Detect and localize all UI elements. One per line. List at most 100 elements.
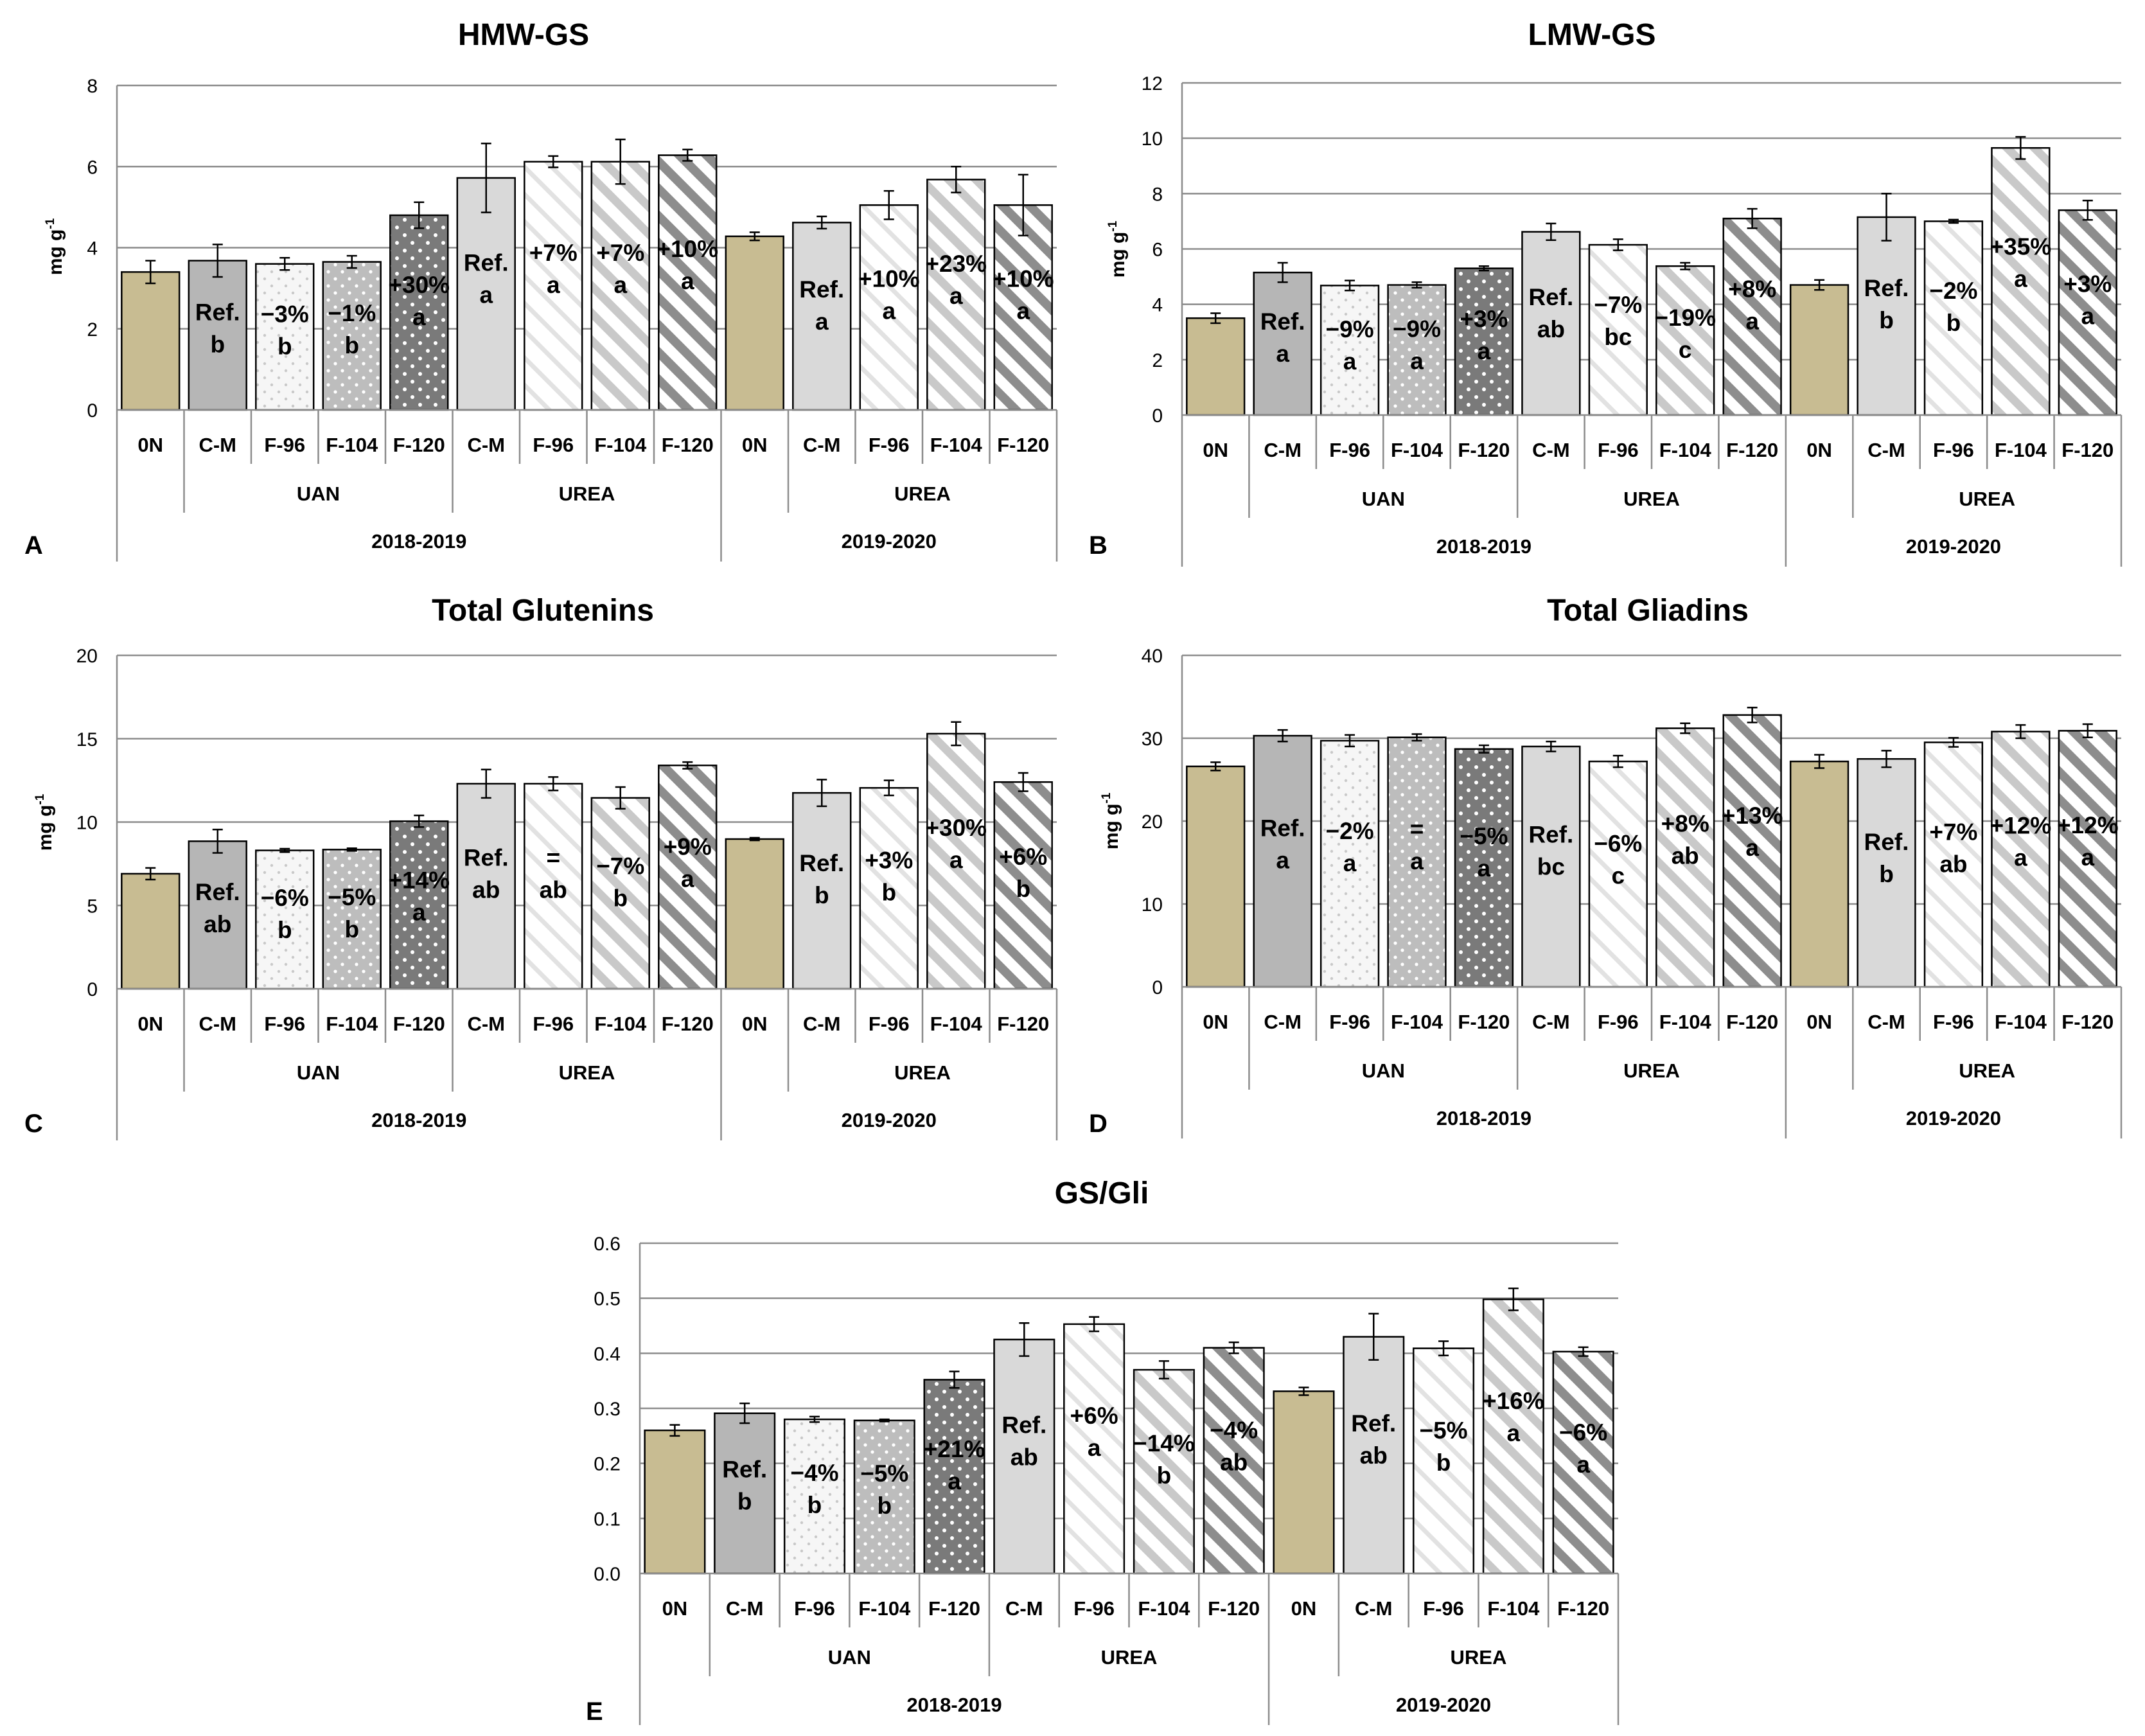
bar-annotation-change: +3% [865,847,913,873]
x-category-label: F-104 [1995,439,2047,461]
x-category-label: F-120 [1726,439,1778,461]
x-category-label: F-104 [930,434,983,456]
bar-annotation-change: Ref. [799,276,844,303]
bar-annotation-change: −5% [860,1460,908,1487]
x-category-label: F-120 [1458,1011,1510,1033]
bar [792,222,852,411]
bar [1789,760,1849,988]
bar-annotation-letter: b [1157,1462,1172,1489]
x-category-label: C-M [199,1013,236,1035]
y-axis-label-unit: mg g [1108,232,1129,278]
x-category-label: F-96 [1073,1597,1115,1620]
x-season-label: 2018-2019 [371,530,466,553]
x-category-label: F-104 [1995,1011,2047,1033]
x-category-label: 0N [137,434,163,456]
bar-annotation-letter: bc [1537,854,1565,880]
bar-annotation-letter: b [881,879,896,905]
bar-annotation-letter: b [210,332,225,358]
bar [1521,745,1581,988]
x-category-label: F-120 [662,434,714,456]
bar [1482,1298,1544,1575]
bar-annotation-letter: b [1879,861,1894,887]
bar [1588,244,1648,416]
y-axis-label-exponent: -1 [1106,220,1120,231]
y-axis-label-unit: mg g [1101,804,1122,850]
bar-annotation-letter: a [1088,1435,1101,1461]
bar-annotation-letter: ab [1537,316,1565,342]
x-category-label: F-104 [1659,439,1712,461]
x-fertilizer-group-label: UREA [1959,488,2015,510]
bar [1186,317,1246,416]
bar [1789,284,1849,416]
bar-annotation-letter: b [1879,307,1894,333]
bar [255,263,315,411]
x-fertilizer-group-label: UREA [1623,488,1680,510]
x-season-label: 2019-2020 [1906,535,2001,558]
y-tick-label: 0.1 [594,1509,621,1530]
bar [923,1379,985,1575]
x-category-label: F-96 [264,1013,305,1035]
y-axis-label-exponent: -1 [1100,792,1113,803]
bar-annotation-letter: a [1343,348,1357,375]
x-fertilizer-group-label: UREA [559,1061,615,1084]
x-category-label: F-120 [1726,1011,1778,1033]
bar [725,235,784,411]
bar-annotation-letter: a [1410,848,1424,874]
bar-annotation-letter: a [949,283,963,309]
x-category-label: F-96 [1598,439,1639,461]
bar [1186,765,1246,988]
bar [590,797,650,990]
y-axis-label: mg g-1 [44,218,66,275]
y-tick-label: 0.2 [594,1454,621,1475]
y-tick-label: 10 [1142,894,1163,916]
bar-annotation-change: +21% [924,1436,985,1462]
bar [188,260,247,411]
x-category-label: F-104 [326,434,378,456]
x-category-label: F-120 [997,434,1049,456]
bar-annotation-letter: a [2081,844,2094,871]
bar-annotation-change: +9% [664,833,712,860]
bar [1857,758,1916,988]
bar [456,177,516,411]
x-category-label: C-M [467,434,505,456]
bar-annotation-letter: b [877,1492,892,1519]
bar-annotation-letter: a [613,272,627,298]
x-fertilizer-group-label: UREA [894,1061,951,1084]
x-category-label: F-104 [594,434,647,456]
bar-annotation-letter: b [344,916,359,943]
x-category-label: 0N [1203,1011,1228,1033]
y-tick-label: 6 [1152,240,1163,261]
bar-annotation-letter: a [479,281,493,308]
y-axis-label-unit: mg g [35,805,56,851]
x-category-label: F-96 [869,1013,910,1035]
x-category-label: F-120 [393,434,445,456]
x-category-label: F-96 [1598,1011,1639,1033]
bar-annotation-letter: ab [1939,851,1967,878]
bar [1991,731,2051,988]
bar-annotation-change: −6% [261,885,309,911]
bar [1923,220,1984,416]
x-category-label: F-104 [1659,1011,1712,1033]
x-category-label: F-120 [1458,439,1510,461]
panel-letter: C [24,1110,43,1138]
x-category-label: F-96 [264,434,305,456]
panel-letter: E [586,1697,603,1726]
y-tick-label: 0 [1152,977,1163,998]
bar-annotation-letter: a [1576,1451,1590,1478]
bar-annotation-change: Ref. [799,850,844,876]
x-fertilizer-group-label: UAN [297,483,340,505]
bar-annotation-change: −5% [328,884,376,910]
bar-annotation-change: −5% [1460,823,1508,849]
x-category-label: 0N [1806,1011,1832,1033]
bar [1588,760,1648,988]
y-axis-label-unit: mg g [45,229,66,276]
bar-annotation-change: +23% [925,251,987,277]
bar-annotation-change: −6% [1559,1419,1607,1446]
x-season-label: 2018-2019 [1436,1107,1532,1129]
bar-annotation-change: +3% [2063,271,2112,297]
bar-annotation-letter: a [2014,266,2027,292]
bar-annotation-change: +12% [2057,812,2119,838]
bar [1413,1347,1475,1575]
bar-annotation-letter: b [737,1488,752,1514]
